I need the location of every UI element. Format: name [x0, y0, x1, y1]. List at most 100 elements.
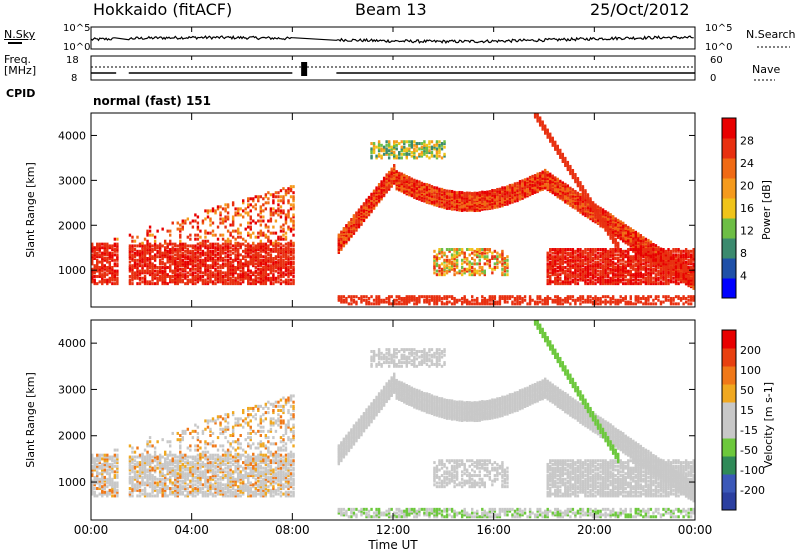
power-cell: [410, 177, 414, 181]
power-cell: [153, 257, 157, 260]
power-cell: [151, 244, 154, 248]
power-cell: [589, 255, 592, 259]
power-cell: [282, 271, 285, 275]
power-cell: [287, 201, 290, 205]
power-cell: [174, 280, 177, 284]
power-cell: [478, 208, 481, 212]
power-cell: [194, 276, 197, 280]
power-cell: [282, 199, 285, 203]
power-cell: [252, 246, 255, 250]
power-cell: [395, 186, 398, 190]
power-cell: [201, 249, 205, 253]
power-cell: [649, 265, 653, 269]
power-cell: [398, 152, 401, 156]
power-cell: [559, 300, 562, 304]
power-cell: [649, 251, 653, 255]
power-cell: [219, 269, 222, 273]
power-cell: [234, 257, 237, 260]
power-cell: [448, 300, 451, 304]
power-cell: [352, 217, 356, 221]
power-cell: [609, 218, 612, 222]
power-cell: [247, 267, 250, 271]
power-cell: [478, 248, 481, 252]
power-cell: [549, 176, 552, 180]
power-cell: [219, 213, 222, 217]
power-cell: [98, 253, 101, 257]
power-cell: [423, 192, 426, 196]
power-cell: [111, 255, 114, 259]
power-cell: [340, 230, 343, 234]
power-cell: [380, 194, 383, 198]
power-cell: [287, 187, 290, 191]
power-cell: [161, 244, 164, 248]
power-cell: [377, 186, 381, 190]
power-cell: [622, 227, 625, 231]
power-cell: [468, 267, 471, 271]
power-cell: [400, 183, 403, 187]
power-cell: [166, 249, 169, 253]
power-cell: [176, 269, 179, 273]
power-cell: [652, 242, 655, 246]
cpid-label: CPID: [6, 87, 36, 100]
power-cell: [644, 248, 648, 252]
power-cell: [647, 264, 650, 268]
power-cell: [581, 185, 585, 189]
power-cell: [176, 273, 179, 277]
power-cell: [614, 248, 617, 252]
power-cell: [382, 183, 386, 187]
power-cell: [191, 267, 195, 271]
power-cell: [428, 198, 431, 202]
power-cell: [566, 187, 570, 191]
power-cell: [181, 267, 184, 271]
power-cell: [473, 273, 476, 277]
power-cell: [611, 265, 615, 269]
power-cell: [196, 249, 200, 253]
power-cell: [637, 248, 640, 252]
power-cell: [483, 248, 486, 252]
power-cell: [523, 295, 527, 299]
power-cell: [622, 262, 625, 266]
power-cell: [350, 232, 353, 236]
power-cell: [549, 274, 552, 278]
power-cell: [216, 207, 220, 211]
power-cell: [554, 251, 557, 255]
power-cell: [252, 264, 255, 268]
power-cell: [211, 265, 215, 269]
power-cell: [247, 203, 250, 207]
power-cell: [501, 186, 504, 190]
power-cell: [604, 223, 607, 227]
power-cell: [455, 271, 459, 275]
power-cell: [564, 192, 567, 196]
power-cell: [576, 197, 580, 201]
power-cell: [476, 207, 479, 211]
power-cell: [616, 248, 620, 252]
power-cell: [556, 182, 559, 186]
power-cell: [513, 199, 517, 203]
power-cell: [234, 255, 237, 259]
power-cell: [594, 267, 597, 271]
power-cell: [584, 205, 587, 209]
power-cell: [408, 152, 411, 156]
power-cell: [576, 273, 580, 277]
power-cell: [156, 269, 159, 273]
power-cell: [611, 218, 615, 222]
power-cell: [614, 273, 617, 277]
power-cell: [204, 251, 207, 255]
power-cell: [196, 225, 200, 229]
power-cell: [211, 233, 215, 237]
power-cell: [362, 205, 366, 209]
power-cell: [523, 188, 527, 192]
power-cell: [438, 143, 441, 147]
power-cell: [584, 189, 587, 193]
power-cell: [216, 278, 220, 282]
power-cell: [491, 295, 494, 299]
power-cell: [639, 255, 643, 259]
power-cell: [649, 262, 653, 266]
power-cell: [606, 227, 610, 231]
power-cell: [460, 258, 464, 262]
power-cell: [425, 300, 429, 304]
power-cell: [465, 207, 469, 211]
power-cell: [282, 197, 285, 201]
power-cell: [438, 147, 441, 151]
power-cell: [163, 249, 167, 253]
